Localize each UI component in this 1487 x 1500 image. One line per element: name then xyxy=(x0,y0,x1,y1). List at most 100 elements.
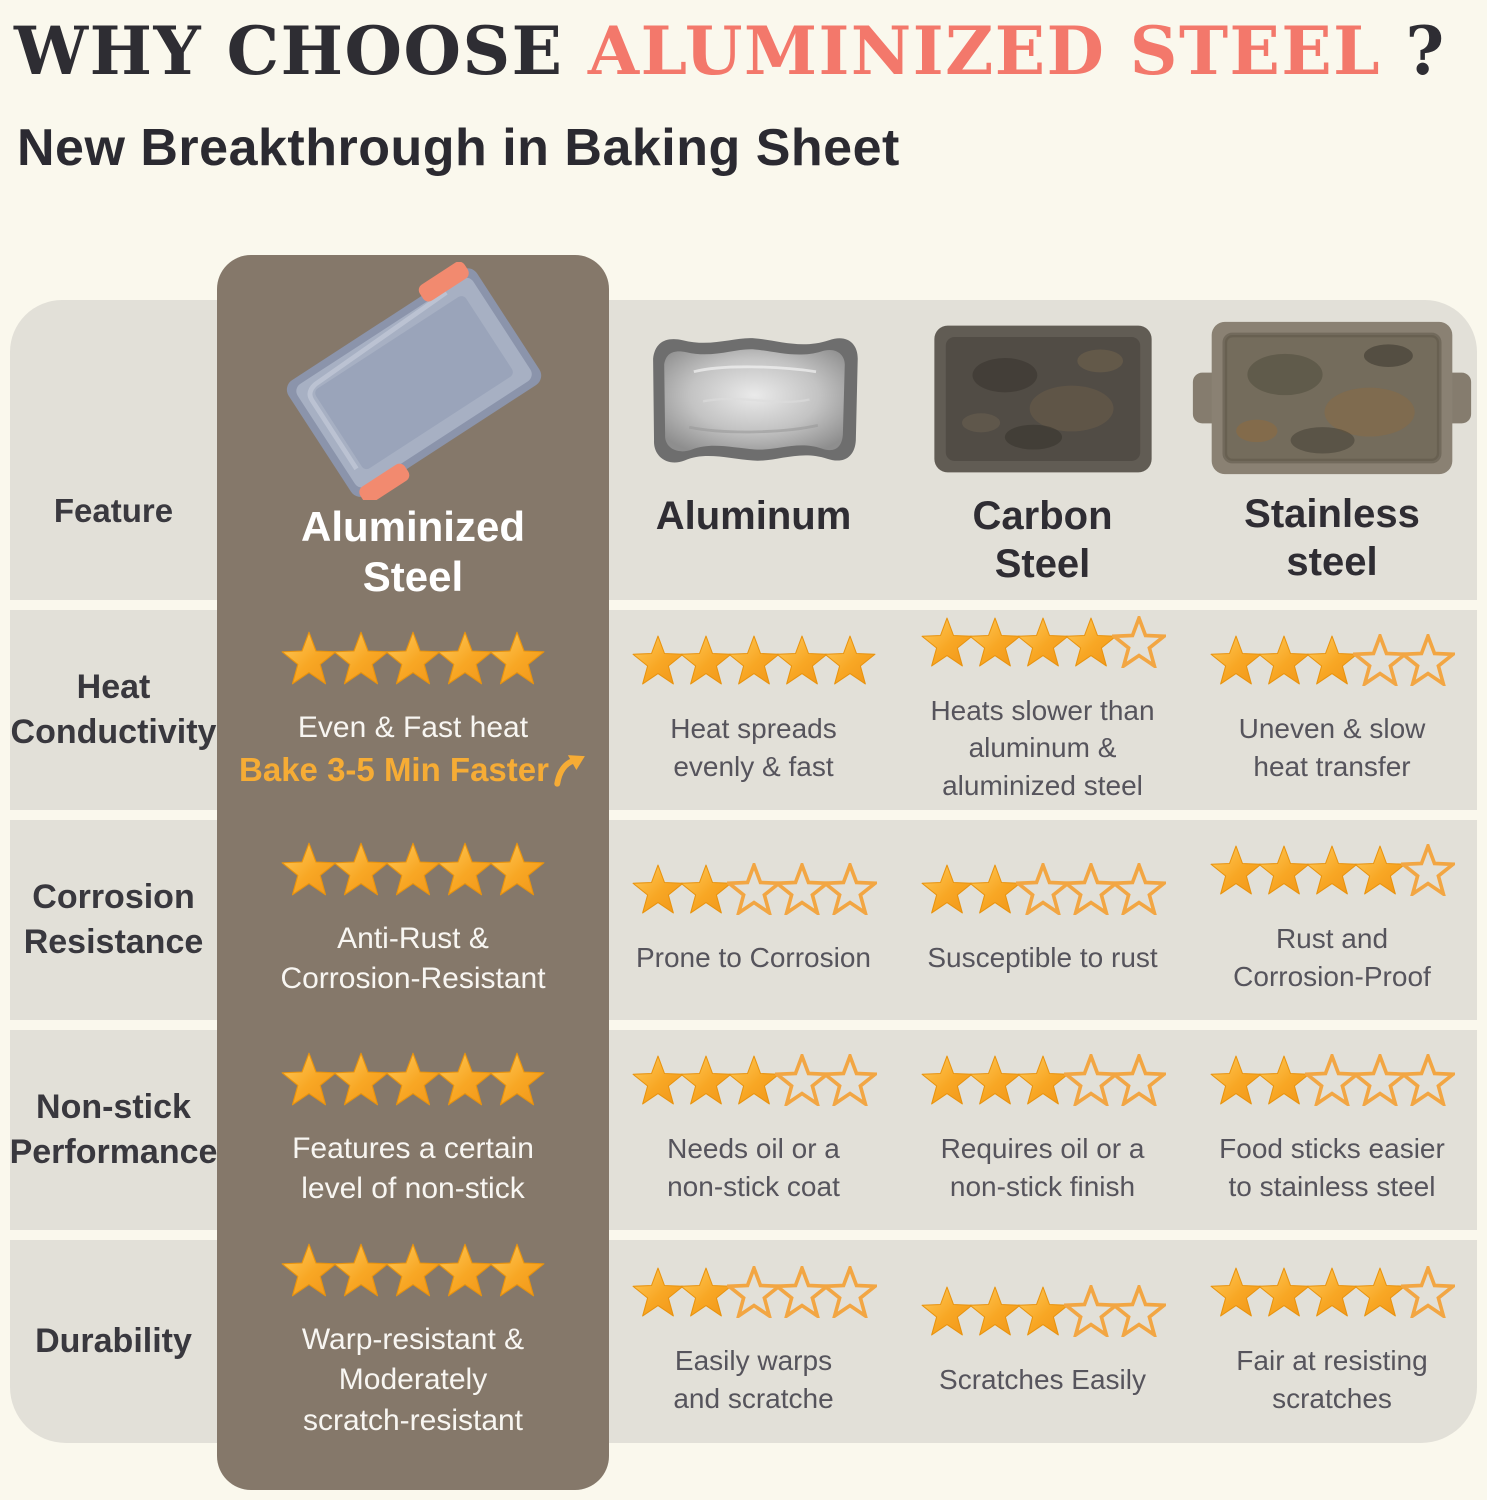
star-filled-icon xyxy=(281,631,337,685)
page-title: WHY CHOOSE ALUMINIZED STEEL ? xyxy=(14,12,1446,90)
cell-carbon-steel-heat-conductivity: Heats slower than aluminum & aluminized st… xyxy=(898,610,1187,810)
star-rating-4-of-5 xyxy=(1210,844,1455,897)
star-filled-icon xyxy=(1306,846,1358,895)
star-filled-icon xyxy=(632,864,683,914)
cell-description: Heats slower than aluminum & aluminized st… xyxy=(930,694,1155,801)
star-filled-icon xyxy=(333,631,389,685)
star-outline-icon xyxy=(1063,1054,1118,1107)
star-filled-icon xyxy=(921,1286,972,1336)
star-rating-4-of-5 xyxy=(921,615,1166,668)
star-rating-5-of-5 xyxy=(281,1051,545,1107)
star-rating-3-of-5 xyxy=(921,1054,1166,1107)
column-header-stainless-steel: Stainless steel xyxy=(1187,300,1477,603)
star-outline-icon xyxy=(1401,634,1455,687)
star-filled-icon xyxy=(385,1052,441,1106)
star-outline-icon xyxy=(1063,1284,1118,1337)
star-filled-icon xyxy=(437,842,493,896)
feature-label-non-stick-performance: Non-stick Performance xyxy=(9,1088,218,1171)
star-filled-icon xyxy=(969,617,1020,667)
cell-aluminized-steel-heat-conductivity: Even & Fast heat Bake 3-5 Min Faster xyxy=(217,610,609,810)
star-filled-icon xyxy=(385,842,441,896)
cell-description: Rust and Corrosion-Proof xyxy=(1233,923,1431,992)
star-outline-icon xyxy=(1063,863,1118,916)
star-filled-icon xyxy=(921,1056,972,1105)
star-filled-icon xyxy=(1258,1267,1310,1317)
star-filled-icon xyxy=(632,1267,683,1317)
star-filled-icon xyxy=(281,842,337,896)
title-highlight: ALUMINIZED STEEL xyxy=(587,12,1382,90)
star-filled-icon xyxy=(728,636,779,685)
table-row-non-stick-performance: Non-stick Performance Features a certain le… xyxy=(10,1030,1477,1230)
star-filled-icon xyxy=(1258,636,1310,685)
star-filled-icon xyxy=(1065,617,1116,667)
cell-aluminized-steel-corrosion-resistance: Anti-Rust & Corrosion-Resistant xyxy=(217,820,609,1020)
star-outline-icon xyxy=(1111,1054,1166,1107)
feature-label-heat-conductivity: Heat Conductivity xyxy=(10,668,217,751)
column-label-aluminum: Aluminum xyxy=(655,494,852,538)
feature-label-corrosion-resistance: Corrosion Resistance xyxy=(23,878,204,961)
star-filled-icon xyxy=(969,1056,1020,1105)
cell-carbon-steel-non-stick-performance: Requires oil or a non-stick finish xyxy=(898,1030,1187,1230)
star-filled-icon xyxy=(632,636,683,685)
star-filled-icon xyxy=(1017,617,1068,667)
star-filled-icon xyxy=(437,1052,493,1106)
star-outline-icon xyxy=(822,1054,877,1107)
star-filled-icon xyxy=(1354,1267,1406,1317)
star-filled-icon xyxy=(776,636,827,685)
star-outline-icon xyxy=(822,863,877,916)
stainless-steel-pan-icon xyxy=(1191,318,1473,478)
star-outline-icon xyxy=(1353,1054,1407,1107)
star-outline-icon xyxy=(1015,863,1070,916)
column-header-aluminum: Aluminum xyxy=(609,300,898,603)
feature-header-label: Feature xyxy=(53,492,174,529)
cell-description: Food sticks easier to stainless steel xyxy=(1219,1133,1445,1202)
star-outline-icon xyxy=(726,1265,781,1318)
table-row-durability: Durability Warp-resistant & Moderately scr… xyxy=(10,1240,1477,1443)
star-filled-icon xyxy=(921,864,972,914)
star-outline-icon xyxy=(774,1054,829,1107)
star-filled-icon xyxy=(921,617,972,667)
star-filled-icon xyxy=(385,1243,441,1297)
column-label-stainless-steel: Stainless steel xyxy=(1244,492,1420,584)
cell-description: Scratches Easily xyxy=(939,1363,1146,1395)
star-outline-icon xyxy=(1401,844,1455,897)
star-filled-icon xyxy=(333,842,389,896)
star-filled-icon xyxy=(728,1056,779,1105)
accent-note: Bake 3-5 Min Faster xyxy=(239,750,587,790)
cell-aluminum-corrosion-resistance: Prone to Corrosion xyxy=(609,820,898,1020)
star-rating-4-of-5 xyxy=(1210,1265,1455,1318)
star-filled-icon xyxy=(489,842,545,896)
cell-carbon-steel-durability: Scratches Easily xyxy=(898,1240,1187,1443)
star-filled-icon xyxy=(680,636,731,685)
cell-stainless-steel-durability: Fair at resisting scratches xyxy=(1187,1240,1477,1443)
star-outline-icon xyxy=(1353,634,1407,687)
table-header-row: Feature Aluminized Ste xyxy=(10,261,1477,603)
star-filled-icon xyxy=(969,1286,1020,1336)
star-filled-icon xyxy=(385,631,441,685)
star-rating-2-of-5 xyxy=(632,863,877,916)
star-outline-icon xyxy=(1111,863,1166,916)
aluminized-steel-pan-icon xyxy=(248,261,578,504)
cell-description: Even & Fast heat xyxy=(297,711,529,745)
feature-label-durability: Durability xyxy=(35,1322,192,1361)
star-outline-icon xyxy=(1401,1054,1455,1107)
cell-description: Anti-Rust & Corrosion-Resistant xyxy=(280,921,546,995)
cell-carbon-steel-corrosion-resistance: Susceptible to rust xyxy=(898,820,1187,1020)
star-filled-icon xyxy=(1210,846,1262,895)
star-outline-icon xyxy=(822,1265,877,1318)
star-filled-icon xyxy=(333,1052,389,1106)
comparison-table: Feature Aluminized Ste xyxy=(10,255,1477,1490)
star-outline-icon xyxy=(1305,1054,1359,1107)
title-question-mark: ? xyxy=(1381,12,1446,90)
cell-aluminized-steel-durability: Warp-resistant & Moderately scratch-resis… xyxy=(217,1240,609,1443)
cell-description: Easily warps and scratche xyxy=(673,1344,834,1414)
star-rating-2-of-5 xyxy=(921,863,1166,916)
cell-aluminum-non-stick-performance: Needs oil or a non-stick coat xyxy=(609,1030,898,1230)
star-filled-icon xyxy=(1354,846,1406,895)
star-filled-icon xyxy=(437,1243,493,1297)
star-filled-icon xyxy=(1210,1267,1262,1317)
star-filled-icon xyxy=(1306,1267,1358,1317)
column-header-carbon-steel: Carbon Steel xyxy=(898,300,1187,603)
star-filled-icon xyxy=(969,864,1020,914)
